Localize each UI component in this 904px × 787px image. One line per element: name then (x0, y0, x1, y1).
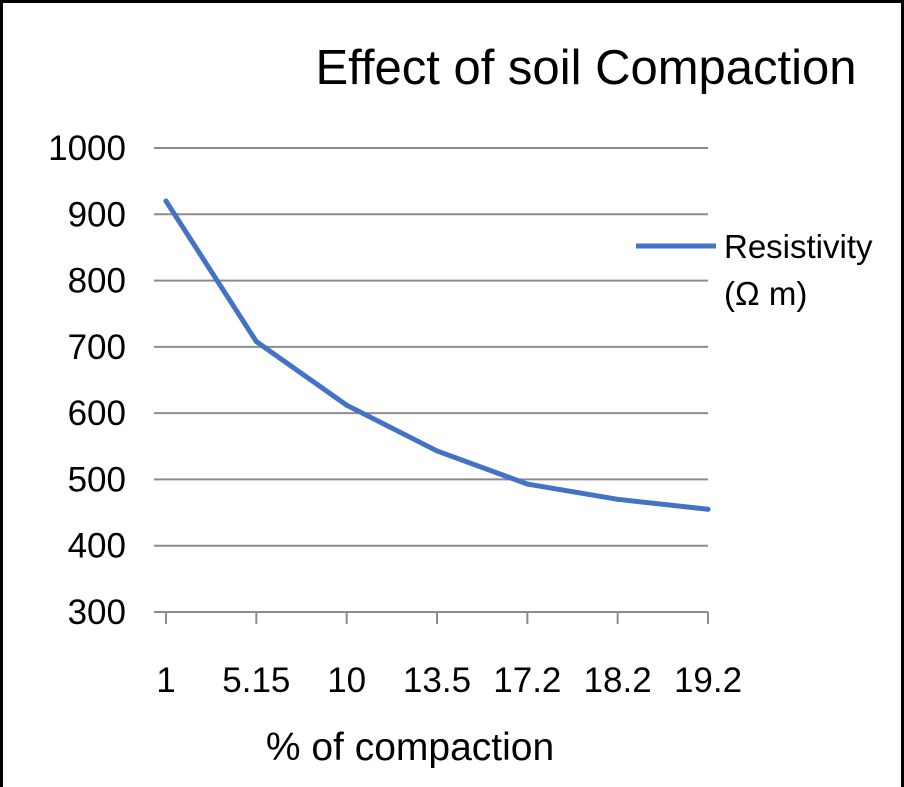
legend-label-resistivity: Resistivity (724, 228, 873, 265)
x-axis (154, 611, 709, 624)
data-point (524, 481, 530, 487)
y-tick-label: 400 (68, 527, 126, 566)
data-point (705, 506, 711, 512)
x-tick-label: 18.2 (584, 661, 652, 700)
x-tick-label: 1 (156, 661, 175, 700)
y-tick-label: 800 (68, 262, 126, 301)
x-tick-label: 5.15 (222, 661, 290, 700)
y-tick-label: 300 (68, 593, 126, 632)
y-tick-label: 700 (68, 328, 126, 367)
y-tick-label: 600 (68, 394, 126, 433)
y-tick-label: 500 (68, 460, 126, 499)
data-point (434, 448, 440, 454)
series-layer (163, 198, 711, 512)
x-axis-tick-labels: 1 5.15 10 13.5 17.2 18.2 19.2 (156, 661, 742, 700)
y-axis-tick-labels: 300 400 500 600 700 800 900 1000 (48, 129, 126, 632)
y-tick-label: 1000 (48, 129, 126, 168)
data-point (615, 496, 621, 502)
gridlines (154, 147, 708, 547)
x-axis-title: % of compaction (266, 726, 554, 769)
series-line-resistivity (163, 198, 711, 512)
data-point (253, 339, 259, 345)
legend-label-resistivity: (Ω m) (724, 275, 807, 312)
y-tick-label: 900 (68, 195, 126, 234)
x-tick-label: 17.2 (493, 661, 561, 700)
legend: Resistivity (Ω m) (636, 228, 873, 312)
x-tick-label: 10 (327, 661, 366, 700)
chart-title: Effect of soil Compaction (315, 41, 856, 95)
x-tick-label: 19.2 (674, 661, 742, 700)
x-tick-label: 13.5 (403, 661, 471, 700)
data-point (344, 402, 350, 408)
data-point (163, 198, 169, 204)
